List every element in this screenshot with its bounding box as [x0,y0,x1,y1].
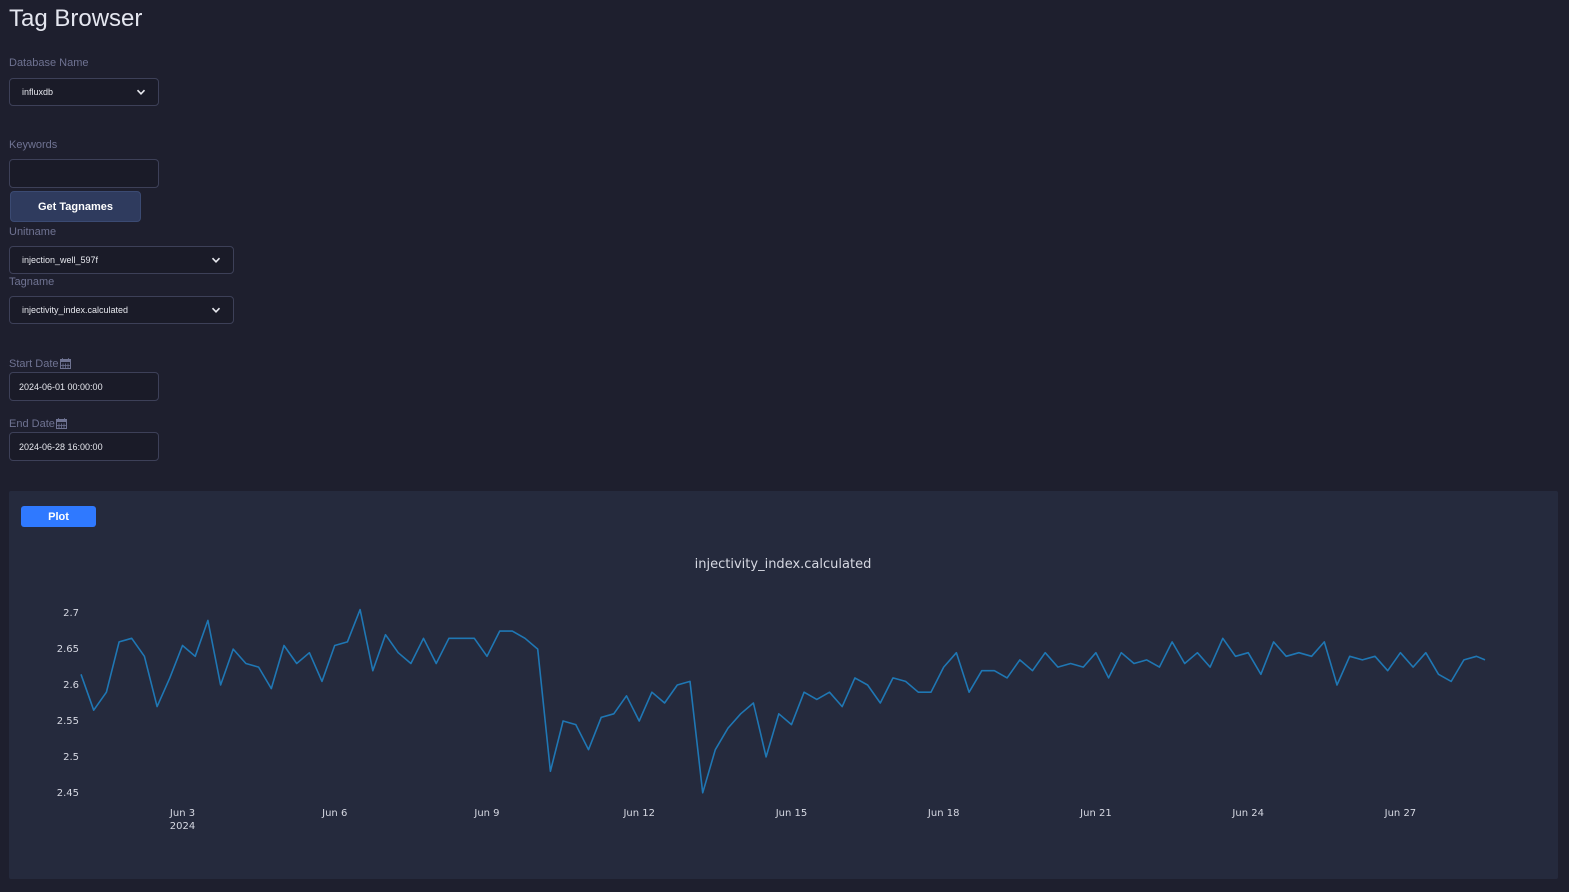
tagname-select[interactable]: injectivity_index.calculated [9,296,234,324]
x-tick-sublabel: 2024 [170,821,195,832]
tagname-label: Tagname [9,276,55,288]
x-tick-label: Jun 3 [169,808,195,819]
plot-panel: Plot injectivity_index.calculated 2.45 2.… [9,491,1558,879]
y-tick-label: 2.5 [63,752,79,763]
x-tick-label: Jun 9 [473,808,499,819]
start-date-label: Start Date [9,358,71,370]
x-tick-label: Jun 21 [1079,808,1112,819]
start-date-input[interactable]: 2024-06-01 00:00:00 [9,372,159,401]
y-axis-ticks: 2.45 2.5 2.55 2.6 2.65 2.7 [57,608,79,799]
get-tagnames-button[interactable]: Get Tagnames [10,191,141,222]
unitname-label: Unitname [9,226,57,238]
x-tick-label: Jun 18 [927,808,960,819]
unitname-value: injection_well_597f [22,255,99,265]
database-name-select[interactable]: influxdb [9,78,159,106]
end-date-input[interactable]: 2024-06-28 16:00:00 [9,432,159,461]
unitname-select[interactable]: injection_well_597f [9,246,234,274]
tagname-value: injectivity_index.calculated [22,305,129,315]
x-tick-label: Jun 12 [622,808,655,819]
keywords-input[interactable] [9,159,159,188]
chevron-down-icon [136,89,146,95]
database-name-label: Database Name [9,57,89,69]
x-tick-label: Jun 15 [775,808,808,819]
series-line [80,608,1486,794]
chevron-down-icon [211,307,221,313]
y-tick-label: 2.7 [63,608,79,619]
start-date-label-text: Start Date [9,358,59,370]
end-date-label-text: End Date [9,418,55,430]
end-date-label: End Date [9,418,67,430]
chevron-down-icon [211,257,221,263]
calendar-icon [55,418,67,429]
line-chart[interactable]: injectivity_index.calculated 2.45 2.5 2.55… [9,491,1558,879]
database-name-value: influxdb [22,87,54,97]
chart-title: injectivity_index.calculated [695,557,872,572]
x-axis-ticks: Jun 3 2024 Jun 6 Jun 9 Jun 12 Jun 15 Jun 18 Jun… [169,808,1416,832]
series-layer [80,608,1486,794]
x-tick-label: Jun 27 [1384,808,1417,819]
page-title: Tag Browser [9,5,143,32]
y-tick-label: 2.65 [57,644,79,655]
y-tick-label: 2.55 [57,716,79,727]
y-tick-label: 2.6 [63,680,79,691]
plot-button[interactable]: Plot [21,506,96,527]
calendar-icon [59,358,71,369]
x-tick-label: Jun 6 [321,808,347,819]
x-tick-label: Jun 24 [1231,808,1264,819]
keywords-label: Keywords [9,139,58,151]
y-tick-label: 2.45 [57,788,79,799]
